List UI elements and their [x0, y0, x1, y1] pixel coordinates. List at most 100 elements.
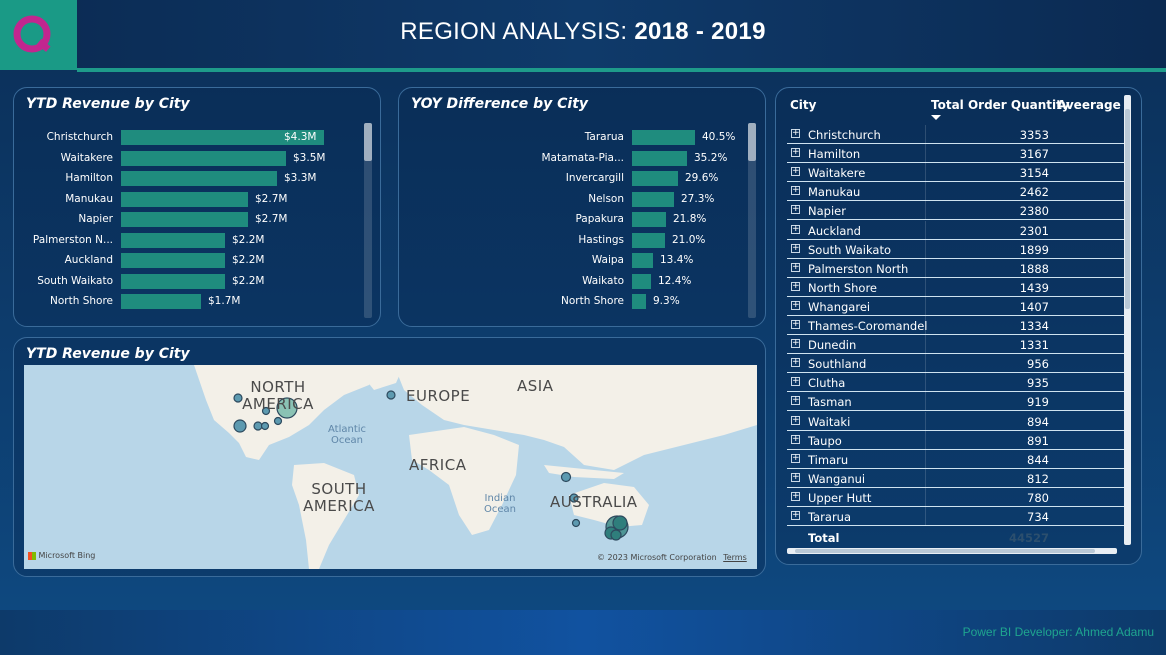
expand-plus-icon[interactable]: + — [791, 242, 800, 253]
table-row[interactable]: + Taupo 891 — [787, 430, 1125, 450]
expand-plus-icon[interactable]: + — [791, 261, 800, 272]
table-row[interactable]: + Tararua 734 — [787, 507, 1125, 526]
table-cell-quantity: 1407 — [1019, 299, 1049, 314]
col-header-average[interactable]: Aveerage O — [1057, 98, 1125, 112]
table-row[interactable]: + Napier 2380 — [787, 201, 1125, 221]
bar[interactable] — [121, 212, 248, 227]
expand-plus-icon[interactable]: + — [791, 357, 800, 368]
col-header-city[interactable]: City — [790, 98, 817, 112]
table-row[interactable]: + Timaru 844 — [787, 449, 1125, 469]
expand-plus-icon[interactable]: + — [791, 319, 800, 329]
bar-row[interactable]: Waitakere $3.5M — [21, 150, 361, 167]
bar[interactable] — [121, 130, 324, 145]
bar[interactable] — [632, 212, 666, 227]
expand-plus-icon[interactable]: + — [791, 395, 800, 406]
bar-row[interactable]: Papakura 21.8% — [399, 212, 739, 228]
logo — [0, 0, 77, 70]
expand-plus-icon[interactable]: + — [791, 166, 800, 177]
ytd-scrollbar-thumb[interactable] — [364, 123, 372, 161]
expand-plus-icon[interactable]: + — [791, 128, 800, 138]
map-label-australia: AUSTRALIA — [550, 493, 638, 511]
bar[interactable] — [632, 253, 653, 268]
table-cell-city: Christchurch — [808, 128, 881, 142]
yoy-scrollbar-thumb[interactable] — [748, 123, 756, 161]
bar-row[interactable]: Palmerston N... $2.2M — [21, 232, 361, 249]
expand-plus-icon[interactable]: + — [791, 490, 800, 501]
bar[interactable] — [632, 273, 651, 289]
table-row[interactable]: + Waitaki 894 — [787, 411, 1125, 431]
table-h-scrollbar[interactable] — [787, 548, 1117, 554]
bar[interactable] — [632, 191, 674, 207]
bar[interactable] — [121, 150, 286, 166]
expand-plus-icon[interactable]: + — [791, 471, 800, 482]
expand-plus-icon[interactable]: + — [791, 510, 800, 520]
bar[interactable] — [121, 171, 277, 186]
bar[interactable] — [121, 273, 225, 289]
table-v-scrollbar[interactable] — [1124, 95, 1131, 545]
table-row[interactable]: + Hamilton 3167 — [787, 144, 1125, 164]
bar[interactable] — [121, 253, 225, 268]
expand-plus-icon[interactable]: + — [791, 185, 800, 196]
bar-category-label: Matamata-Pia... — [541, 151, 624, 164]
bar-row[interactable]: North Shore $1.7M — [21, 294, 361, 310]
bar-row[interactable]: Matamata-Pia... 35.2% — [399, 150, 739, 167]
bar-row[interactable]: Christchurch $4.3M — [21, 130, 361, 146]
bar-row[interactable]: Invercargill 29.6% — [399, 171, 739, 187]
bar[interactable] — [121, 232, 225, 248]
bar[interactable] — [632, 130, 695, 145]
table-row[interactable]: + Thames-Coromandel 1334 — [787, 316, 1125, 335]
table-row[interactable]: + Clutha 935 — [787, 373, 1125, 393]
bar-row[interactable]: North Shore 9.3% — [399, 294, 739, 310]
yoy-scrollbar[interactable] — [748, 123, 756, 318]
table-cell-quantity: 780 — [1027, 490, 1049, 505]
table-row[interactable]: + Dunedin 1331 — [787, 335, 1125, 355]
table-row[interactable]: + Upper Hutt 780 — [787, 487, 1125, 507]
bar-row[interactable]: Napier $2.7M — [21, 212, 361, 228]
bar[interactable] — [632, 171, 678, 186]
expand-plus-icon[interactable]: + — [791, 433, 800, 444]
bar[interactable] — [632, 150, 687, 166]
table-h-scrollbar-thumb[interactable] — [795, 549, 1095, 553]
table-row[interactable]: + Waitakere 3154 — [787, 163, 1125, 183]
table-row[interactable]: + Wanganui 812 — [787, 468, 1125, 488]
column-divider — [925, 373, 926, 393]
table-row[interactable]: + Manukau 2462 — [787, 182, 1125, 202]
table-cell-quantity: 844 — [1027, 452, 1049, 467]
bar-row[interactable]: Nelson 27.3% — [399, 191, 739, 208]
bar[interactable] — [121, 294, 201, 309]
expand-plus-icon[interactable]: + — [791, 204, 800, 215]
bar-row[interactable]: South Waikato $2.2M — [21, 273, 361, 290]
bar[interactable] — [632, 294, 646, 309]
expand-plus-icon[interactable]: + — [791, 147, 800, 158]
expand-plus-icon[interactable]: + — [791, 414, 800, 425]
bar-row[interactable]: Waikato 12.4% — [399, 273, 739, 290]
expand-plus-icon[interactable]: + — [791, 299, 800, 310]
table-row[interactable]: + South Waikato 1899 — [787, 239, 1125, 259]
bar-row[interactable]: Auckland $2.2M — [21, 253, 361, 269]
bar[interactable] — [632, 232, 665, 248]
page-title: REGION ANALYSIS: 2018 - 2019 — [0, 18, 1166, 46]
bar-row[interactable]: Waipa 13.4% — [399, 253, 739, 269]
table-row[interactable]: + North Shore 1439 — [787, 277, 1125, 297]
bar-row[interactable]: Manukau $2.7M — [21, 191, 361, 208]
table-row[interactable]: + Southland 956 — [787, 354, 1125, 374]
table-row[interactable]: + Tasman 919 — [787, 392, 1125, 412]
expand-plus-icon[interactable]: + — [791, 452, 800, 463]
bar-row[interactable]: Tararua 40.5% — [399, 130, 739, 146]
table-v-scrollbar-thumb[interactable] — [1125, 109, 1130, 309]
expand-plus-icon[interactable]: + — [791, 223, 800, 234]
expand-plus-icon[interactable]: + — [791, 338, 800, 349]
ytd-scrollbar[interactable] — [364, 123, 372, 318]
col-header-total-order-quantity[interactable]: Total Order Quantity — [931, 98, 1070, 112]
bar[interactable] — [121, 191, 248, 207]
table-row[interactable]: + Palmerston North 1888 — [787, 258, 1125, 278]
revenue-map[interactable]: NORTH AMERICA EUROPE ASIA AFRICA SOUTH AME… — [24, 365, 757, 569]
table-row[interactable]: + Christchurch 3353 — [787, 125, 1125, 144]
table-row[interactable]: + Whangarei 1407 — [787, 296, 1125, 316]
bar-row[interactable]: Hamilton $3.3M — [21, 171, 361, 187]
map-terms-link[interactable]: Terms — [723, 553, 747, 562]
expand-plus-icon[interactable]: + — [791, 376, 800, 387]
bar-row[interactable]: Hastings 21.0% — [399, 232, 739, 249]
table-row[interactable]: + Auckland 2301 — [787, 220, 1125, 240]
expand-plus-icon[interactable]: + — [791, 280, 800, 291]
